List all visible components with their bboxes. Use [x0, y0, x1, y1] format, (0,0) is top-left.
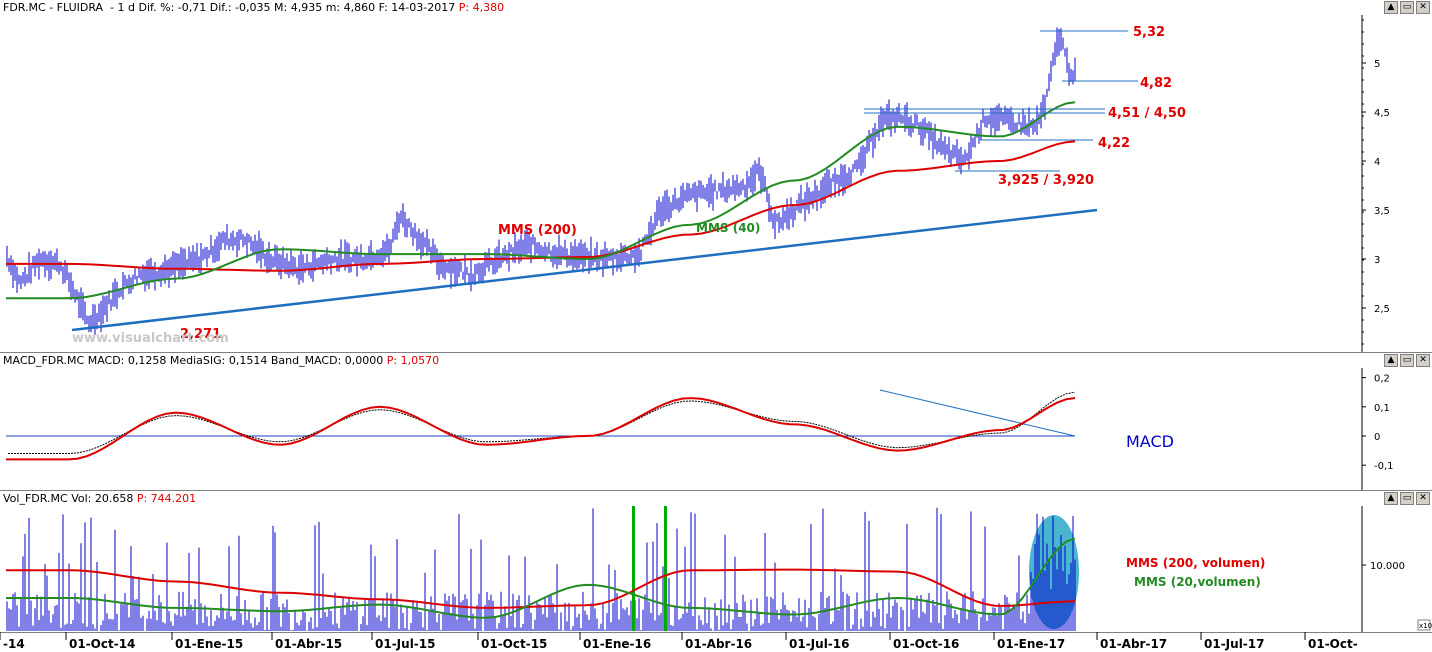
price-tick-label: 3,5: [1374, 206, 1390, 217]
close-button[interactable]: ✕: [1416, 354, 1430, 367]
mms200-line: [6, 140, 1076, 272]
vol-p: P: 744.201: [136, 492, 197, 505]
close-button[interactable]: ✕: [1416, 492, 1430, 505]
restore-button[interactable]: ▭: [1400, 492, 1414, 505]
price-last: P: 4,380: [458, 1, 505, 14]
macd-band-value: Band_MACD: 0,0000: [270, 354, 384, 367]
mms40-line: [6, 101, 1076, 300]
macd-axis-ticks: 0,2 0,1 0 -0,1: [1362, 374, 1394, 472]
date-label: 01-Ene-16: [583, 637, 652, 651]
level-label-532: 5,32: [1133, 25, 1165, 40]
price-date: F: 14-03-2017: [378, 1, 456, 14]
macd-window-controls: ▲ ▭ ✕: [1384, 354, 1430, 367]
date-axis: [0, 632, 1306, 640]
date-label: -14: [3, 637, 25, 651]
date-label: 01-Jul-15: [375, 637, 436, 651]
price-header: FDR.MC - FLUIDRA - 1 d Dif. %: -0,71 Dif…: [0, 0, 1432, 15]
mms40-label: MMS (40): [696, 221, 760, 235]
pane-separator[interactable]: [0, 352, 1432, 353]
price-tick-label: 2,5: [1374, 304, 1390, 315]
date-label: 01-Ene-17: [997, 637, 1066, 651]
macd-signal-value: MediaSIG: 0,1514: [169, 354, 268, 367]
price-dif-pct: Dif. %: -0,71: [138, 1, 207, 14]
date-label: 01-Oct-14: [69, 637, 136, 651]
date-label: 01-Abr-15: [275, 637, 343, 651]
price-tick-label: 5: [1374, 59, 1380, 70]
price-dif: Dif.: -0,035: [209, 1, 271, 14]
level-label-482: 4,82: [1140, 76, 1172, 91]
macd-signal-line: [8, 391, 1076, 454]
price-axis-ticks: 5 4,5 4 3,5 3 2,5: [1362, 19, 1390, 345]
price-tick-label: 3: [1374, 255, 1380, 266]
macd-line: [6, 397, 1076, 461]
mms200-label: MMS (200): [498, 223, 577, 238]
pane-separator[interactable]: [0, 490, 1432, 491]
support-trendline: [71, 208, 1098, 332]
price-max: M: 4,935: [274, 1, 323, 14]
macd-tick-label: 0,1: [1374, 403, 1390, 414]
price-symbol: FDR.MC - FLUIDRA: [3, 1, 104, 14]
maximize-button[interactable]: ▲: [1384, 492, 1398, 505]
date-label: 01-Oct-16: [893, 637, 960, 651]
date-label: 01-Abr-17: [1100, 637, 1168, 651]
vol-unit-label: x10: [1419, 622, 1432, 630]
maximize-button[interactable]: ▲: [1384, 1, 1398, 14]
date-label: 01-Oct-: [1308, 637, 1358, 651]
vol-mms200-label: MMS (200, volumen): [1126, 556, 1265, 570]
restore-button[interactable]: ▭: [1400, 354, 1414, 367]
close-button[interactable]: ✕: [1416, 1, 1430, 14]
macd-tick-label: 0,2: [1374, 374, 1390, 385]
price-tick-label: 4,5: [1374, 108, 1390, 119]
macd-trendline: [879, 389, 1076, 437]
vol-name: Vol_FDR.MC: [3, 492, 68, 505]
vol-mms20-label: MMS (20,volumen): [1134, 575, 1261, 589]
low-label: 2,271: [180, 327, 221, 342]
price-bars: [6, 27, 1076, 335]
watermark: www.visualchart.com: [72, 331, 229, 346]
macd-value: MACD: 0,1258: [87, 354, 167, 367]
macd-name: MACD_FDR.MC: [3, 354, 85, 367]
volume-bars: [6, 506, 1030, 631]
vol-header: Vol_FDR.MC Vol: 20.658 P: 744.201: [0, 491, 1432, 506]
vol-mms20-line: [6, 537, 1076, 619]
level-label-3925: 3,925 / 3,920: [998, 173, 1094, 188]
date-label: 01-Jul-16: [789, 637, 850, 651]
pane-separator: [0, 632, 1432, 633]
level-label-422: 4,22: [1098, 136, 1130, 151]
price-tick-label: 4: [1374, 157, 1380, 168]
volume-bars-highlighted: [1030, 513, 1076, 631]
volume-spike: [664, 506, 667, 631]
vol-value: Vol: 20.658: [71, 492, 134, 505]
restore-button[interactable]: ▭: [1400, 1, 1414, 14]
maximize-button[interactable]: ▲: [1384, 354, 1398, 367]
date-label: 01-Ene-15: [175, 637, 244, 651]
level-label-451: 4,51 / 4,50: [1108, 106, 1186, 121]
price-pane: FDR.MC - FLUIDRA - 1 d Dif. %: -0,71 Dif…: [0, 0, 1432, 15]
vol-mms200-line: [6, 568, 1076, 609]
macd-tick-label: 0: [1374, 432, 1380, 443]
price-window-controls: ▲ ▭ ✕: [1384, 1, 1430, 14]
vol-tick-label: 10.000: [1370, 561, 1405, 572]
date-label: 01-Abr-16: [685, 637, 753, 651]
macd-p: P: 1,0570: [386, 354, 440, 367]
vol-window-controls: ▲ ▭ ✕: [1384, 492, 1430, 505]
price-period: 1 d: [117, 1, 136, 14]
price-min: m: 4,860: [325, 1, 376, 14]
vol-axis-ticks: 10.000: [1362, 561, 1405, 572]
date-label: 01-Jul-17: [1204, 637, 1265, 651]
macd-pane: MACD_FDR.MC MACD: 0,1258 MediaSIG: 0,151…: [0, 353, 1432, 490]
macd-tick-label: -0,1: [1374, 461, 1394, 472]
volume-spike: [632, 506, 635, 631]
macd-label: MACD: [1126, 432, 1174, 451]
date-label: 01-Oct-15: [481, 637, 548, 651]
vol-unit-box: [1417, 619, 1431, 631]
macd-header: MACD_FDR.MC MACD: 0,1258 MediaSIG: 0,151…: [0, 353, 1432, 368]
